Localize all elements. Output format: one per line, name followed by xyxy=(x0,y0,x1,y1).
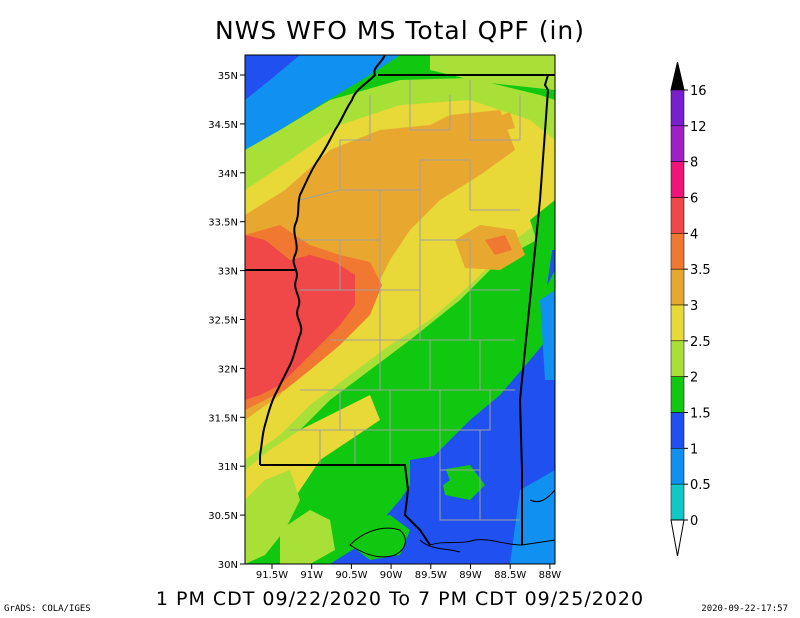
lon-label: 90W xyxy=(380,570,403,581)
map-frame xyxy=(244,54,556,565)
grads-credit: GrADS: COLA/IGES xyxy=(4,604,91,614)
colorbar-label: 16 xyxy=(690,84,707,99)
lat-label: 32N xyxy=(218,364,238,375)
lat-label: 30N xyxy=(218,560,238,571)
colorbar-swatch xyxy=(670,161,685,198)
colorbar-label: 8 xyxy=(690,156,698,171)
colorbar-swatch xyxy=(670,412,685,449)
colorbar-label: 2.5 xyxy=(690,335,711,350)
colorbar-label: 1.5 xyxy=(690,407,711,422)
colorbar-label: 3 xyxy=(690,299,698,314)
timestamp: 2020-09-22-17:57 xyxy=(701,604,788,614)
colorbar-swatch xyxy=(670,340,685,377)
lon-label: 91W xyxy=(300,570,323,581)
lon-label: 89W xyxy=(459,570,482,581)
longitude-axis: 91.5W 91W 90.5W 90W 89.5W 89W 88.5W 88W xyxy=(256,564,561,581)
qpf-shading xyxy=(245,55,555,564)
lat-label: 32.5N xyxy=(208,316,238,327)
colorbar-label: 3.5 xyxy=(690,263,711,278)
colorbar: 16 12 8 6 4 3.5 3 2.5 2 1.5 1 0.5 0 xyxy=(670,61,711,557)
state-boundaries xyxy=(245,55,555,558)
lat-label: 31N xyxy=(218,462,238,473)
colorbar-swatch xyxy=(670,448,685,485)
lon-label: 88W xyxy=(539,570,562,581)
colorbar-label: 1 xyxy=(690,442,698,457)
colorbar-label: 6 xyxy=(690,192,698,207)
colorbar-swatch xyxy=(670,483,685,521)
colorbar-swatch xyxy=(670,89,685,127)
lat-label: 34.5N xyxy=(208,120,238,131)
colorbar-swatch xyxy=(670,125,685,162)
lat-label: 34N xyxy=(218,169,238,180)
colorbar-label: 0.5 xyxy=(690,478,711,493)
colorbar-label: 0 xyxy=(690,514,698,529)
lat-label: 31.5N xyxy=(208,413,238,424)
lon-label: 89.5W xyxy=(415,570,447,581)
colorbar-swatch xyxy=(670,376,685,413)
latitude-axis: 35N 34.5N 34N 33.5N 33N 32.5N 32N 31.5N 31N 30.5N… xyxy=(208,71,245,571)
lon-label: 90.5W xyxy=(335,570,367,581)
county-boundaries xyxy=(290,80,521,521)
lat-label: 33.5N xyxy=(208,218,238,229)
lat-label: 33N xyxy=(218,267,238,278)
lon-label: 91.5W xyxy=(256,570,288,581)
colorbar-swatch xyxy=(670,197,685,234)
time-range: 1 PM CDT 09/22/2020 To 7 PM CDT 09/25/20… xyxy=(155,588,645,610)
colorbar-label: 12 xyxy=(690,120,707,135)
lat-label: 30.5N xyxy=(208,511,238,522)
colorbar-label: 4 xyxy=(690,227,698,242)
colorbar-min-arrow xyxy=(670,519,685,557)
colorbar-label: 2 xyxy=(690,371,698,386)
colorbar-max-arrow xyxy=(670,61,685,91)
map-title: NWS WFO MS Total QPF (in) xyxy=(214,16,586,45)
colorbar-swatch xyxy=(670,268,685,306)
lat-label: 35N xyxy=(218,71,238,82)
colorbar-swatch xyxy=(670,304,685,342)
colorbar-swatch xyxy=(670,233,685,270)
lon-label: 88.5W xyxy=(494,570,526,581)
